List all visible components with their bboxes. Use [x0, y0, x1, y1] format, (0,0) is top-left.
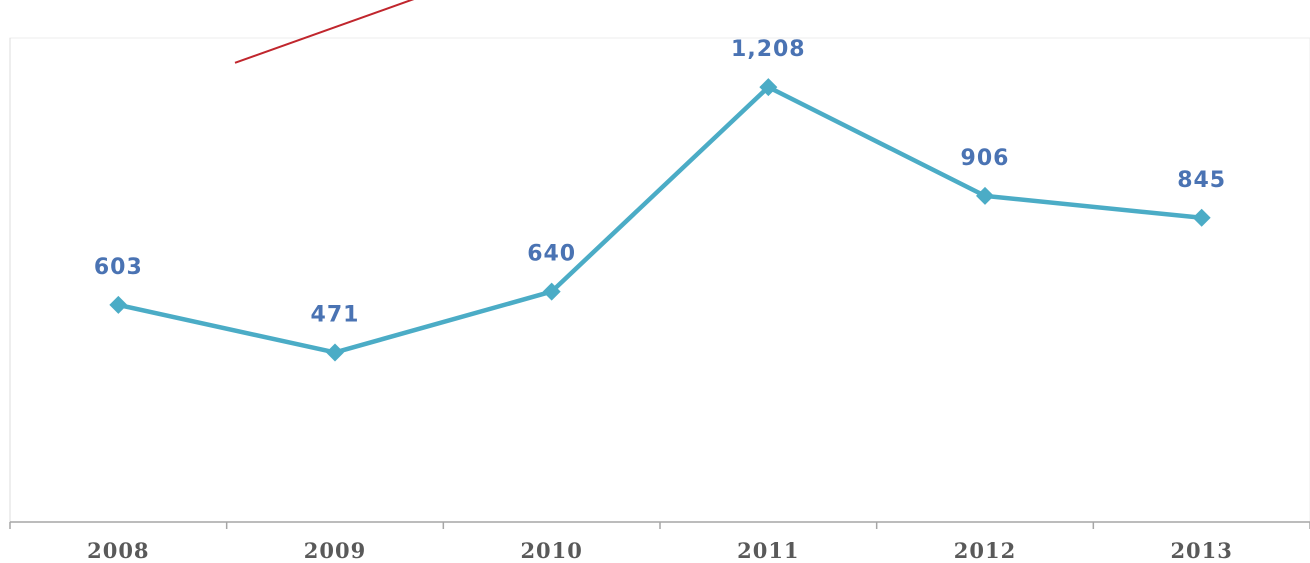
data-point-marker — [542, 282, 561, 301]
data-point-marker — [976, 186, 994, 205]
data-label: 845 — [1177, 168, 1226, 193]
x-tick-label: 2010 — [520, 538, 582, 563]
data-point-marker — [759, 78, 778, 97]
x-tick-label: 2013 — [1170, 538, 1232, 563]
data-label: 471 — [311, 302, 360, 327]
data-label: 1,208 — [731, 37, 806, 62]
x-tick-label: 2009 — [304, 538, 366, 563]
x-tick-label: 2008 — [87, 538, 149, 563]
data-labels: 603 471 640 1,208 906 845 — [94, 37, 1226, 327]
series-markers — [109, 78, 1211, 362]
data-point-marker — [109, 295, 128, 314]
plot-area-frame — [9, 37, 1310, 523]
data-label: 640 — [527, 242, 576, 267]
x-tick-label: 2011 — [737, 538, 799, 563]
x-axis-tick-labels: 2008 2009 2010 2011 2012 2013 — [87, 538, 1232, 563]
data-label: 906 — [961, 146, 1010, 171]
series-line — [117, 84, 1202, 355]
x-tick-label: 2012 — [954, 538, 1016, 563]
data-point-marker — [326, 343, 344, 362]
trend-line — [234, 0, 415, 64]
x-axis-ticks — [9, 522, 1310, 529]
data-point-marker — [1192, 208, 1211, 227]
data-label: 603 — [94, 255, 143, 280]
